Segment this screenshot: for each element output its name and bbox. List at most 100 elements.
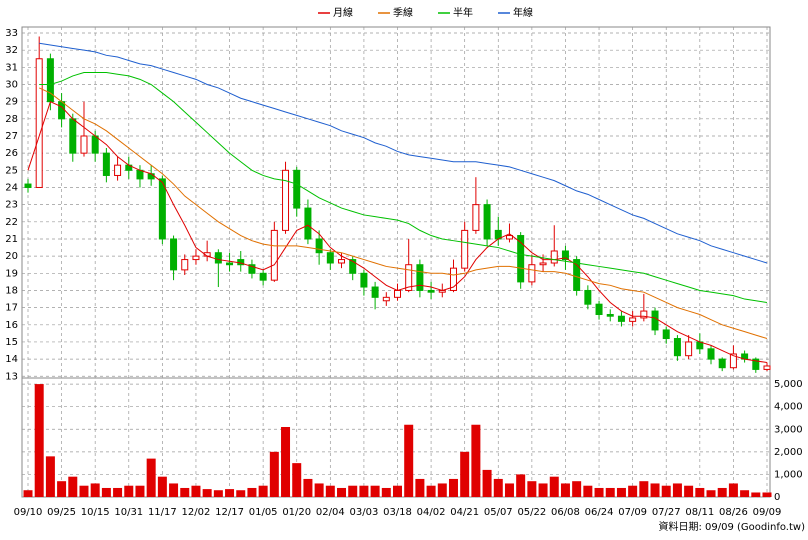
volume-bar	[415, 478, 425, 497]
volume-bar	[34, 384, 44, 497]
x-tick-label: 10/15	[81, 507, 110, 518]
volume-bar	[124, 485, 134, 497]
candle-body	[729, 353, 737, 369]
volume-bar	[560, 483, 570, 497]
ma-line	[38, 87, 768, 340]
y-tick-label: 32	[5, 45, 18, 56]
candle-body	[505, 235, 513, 240]
x-tick-label: 09/10	[14, 507, 43, 518]
x-tick-label: 11/17	[148, 507, 177, 518]
volume-bar	[169, 483, 179, 497]
candle-body	[192, 255, 200, 261]
x-tick-label: 06/08	[551, 507, 580, 518]
candle-body	[550, 250, 558, 264]
x-tick-label: 05/07	[484, 507, 513, 518]
volume-bar	[471, 424, 481, 497]
x-tick-label: 12/17	[215, 507, 244, 518]
candle-body	[461, 229, 469, 269]
volume-bar	[23, 490, 33, 497]
y2-tick-label: 3,000	[774, 424, 803, 435]
candle-body	[102, 152, 110, 176]
volume-bar	[258, 485, 268, 497]
y-tick-label: 16	[5, 320, 18, 331]
volume-bar	[236, 490, 246, 497]
y-tick-label: 15	[5, 337, 18, 348]
volume-bar	[146, 458, 156, 497]
volume-bar	[113, 487, 123, 497]
volume-bar	[325, 485, 335, 497]
legend-label: 半年	[453, 6, 473, 19]
x-tick-label: 04/02	[417, 507, 446, 518]
candle-body	[304, 207, 312, 240]
volume-bar	[583, 485, 593, 497]
volume-bar	[157, 476, 167, 497]
y2-tick-label: 1,000	[774, 469, 803, 480]
candle-body	[136, 169, 144, 180]
y2-tick-label: 5,000	[774, 379, 803, 390]
volume-bar	[191, 485, 201, 497]
volume-bar	[348, 485, 358, 497]
y-tick-label: 20	[5, 251, 18, 262]
candle-body	[539, 262, 547, 266]
volume-bar	[269, 451, 279, 497]
y-tick-label: 28	[5, 114, 18, 125]
y-tick-label: 19	[5, 268, 18, 279]
volume-bar	[695, 487, 705, 497]
volume-bar	[504, 483, 514, 497]
candle-body	[91, 135, 99, 154]
x-tick-label: 01/20	[282, 507, 311, 518]
volume-bar	[728, 483, 738, 497]
volume-bar	[650, 483, 660, 497]
volume-bar	[213, 490, 223, 497]
x-tick-label: 04/21	[450, 507, 479, 518]
candle-body	[606, 313, 614, 317]
candle-body	[673, 338, 681, 357]
volume-bar	[639, 481, 649, 497]
volume-bar	[135, 485, 145, 497]
candle-body	[282, 169, 290, 231]
y-tick-label: 14	[5, 354, 18, 365]
ma-line	[27, 100, 768, 364]
volume-bar	[57, 481, 67, 497]
x-tick-label: 09/25	[47, 507, 76, 518]
y-tick-label: 13	[5, 371, 18, 382]
volume-bar	[381, 487, 391, 497]
candle-body	[718, 358, 726, 369]
volume-bar	[101, 487, 111, 497]
candle-body	[349, 259, 357, 274]
x-tick-label: 06/24	[585, 507, 614, 518]
volume-bar	[292, 463, 302, 497]
y-tick-label: 24	[5, 182, 18, 193]
legend-label: 年線	[513, 6, 533, 19]
x-tick-label: 01/05	[249, 507, 278, 518]
volume-bar	[337, 487, 347, 497]
volume-bar	[482, 469, 492, 497]
volume-bar	[527, 481, 537, 497]
candle-body	[158, 178, 166, 240]
ma-line	[39, 71, 768, 303]
candle-body	[651, 310, 659, 331]
y-tick-label: 30	[5, 79, 18, 90]
candle-body	[629, 317, 637, 322]
candle-body	[561, 250, 569, 261]
volume-bar	[762, 492, 772, 497]
volume-bar	[605, 487, 615, 497]
volume-bar	[370, 485, 380, 497]
volume-bar	[594, 487, 604, 497]
volume-bar	[180, 487, 190, 497]
y-tick-label: 25	[5, 165, 18, 176]
candle-body	[449, 267, 457, 291]
volume-bar	[79, 485, 89, 497]
candle-body	[35, 58, 43, 188]
candle-body	[270, 229, 278, 281]
candle-body	[248, 264, 256, 274]
y2-tick-label: 2,000	[774, 447, 803, 458]
y-tick-label: 33	[5, 28, 18, 39]
x-tick-label: 09/09	[753, 507, 782, 518]
volume-bar	[740, 490, 750, 497]
candle-body	[763, 365, 771, 370]
volume-bar	[281, 427, 291, 497]
volume-bar	[314, 483, 324, 497]
volume-bar	[68, 476, 78, 497]
